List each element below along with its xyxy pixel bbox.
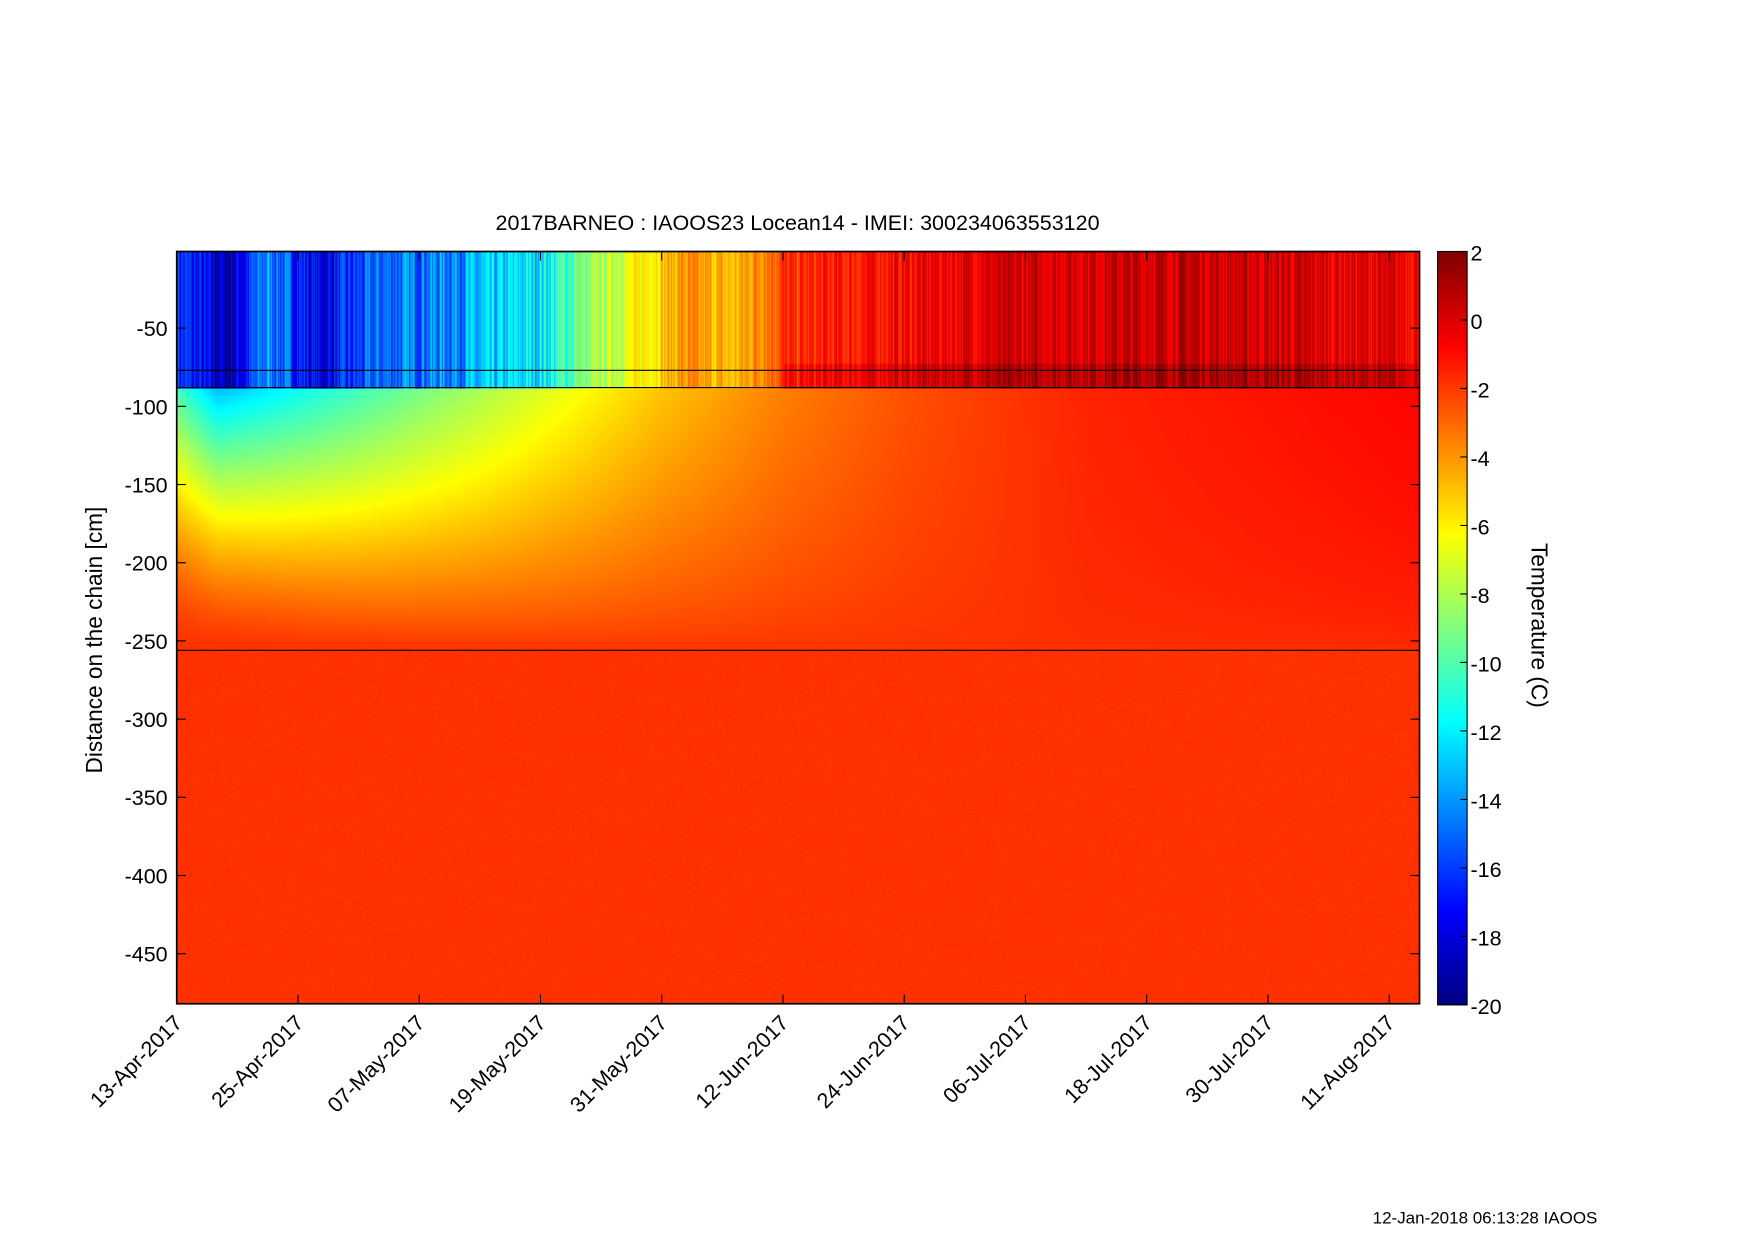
colorbar-tick-label: 2 xyxy=(1471,242,1483,266)
colorbar-tick-label: -20 xyxy=(1471,995,1502,1019)
colorbar-tick-label: -4 xyxy=(1471,447,1490,471)
colorbar-tick-label: -16 xyxy=(1471,858,1502,882)
x-tick-label: 18-Jul-2017 xyxy=(1060,1011,1157,1108)
footer-timestamp: 12-Jan-2018 06:13:28 IAOOS xyxy=(1373,1209,1598,1228)
y-tick-label: -400 xyxy=(125,864,168,888)
temperature-heatmap xyxy=(176,251,1420,1004)
y-tick-label: -300 xyxy=(125,708,168,732)
x-tick-label: 13-Apr-2017 xyxy=(86,1011,188,1113)
y-tick-label: -200 xyxy=(125,552,168,576)
x-tick-label: 31-May-2017 xyxy=(565,1011,672,1118)
colorbar-label: Temperature (C) xyxy=(1527,543,1553,708)
colorbar-tick-label: -12 xyxy=(1471,721,1502,745)
chart-title: 2017BARNEO : IAOOS23 Locean14 - IMEI: 30… xyxy=(496,211,1100,235)
x-tick-label: 07-May-2017 xyxy=(323,1011,430,1118)
y-tick-label: -450 xyxy=(125,943,168,967)
colorbar-frame xyxy=(1437,250,1468,1006)
x-tick-label: 30-Jul-2017 xyxy=(1181,1011,1278,1108)
colorbar-tick-label: -10 xyxy=(1471,653,1502,677)
x-tick-label: 24-Jun-2017 xyxy=(812,1011,914,1113)
colorbar-tick-label: -2 xyxy=(1471,379,1490,403)
x-tick-label: 06-Jul-2017 xyxy=(938,1011,1035,1108)
x-tick-label: 25-Apr-2017 xyxy=(207,1011,309,1113)
y-tick-label: -50 xyxy=(137,317,168,341)
colorbar-tick-label: -8 xyxy=(1471,584,1490,608)
colorbar-tick-label: -18 xyxy=(1471,926,1502,950)
y-tick-label: -100 xyxy=(125,395,168,419)
colorbar-tick-label: -14 xyxy=(1471,789,1502,813)
y-axis-label: Distance on the chain [cm] xyxy=(81,507,107,774)
colorbar-tick-label: 0 xyxy=(1471,310,1483,334)
x-tick-label: 11-Aug-2017 xyxy=(1296,1011,1400,1115)
x-tick-label: 19-May-2017 xyxy=(444,1011,551,1118)
colorbar-tick-label: -6 xyxy=(1471,516,1490,540)
y-tick-label: -350 xyxy=(125,786,168,810)
y-tick-label: -150 xyxy=(125,473,168,497)
y-tick-label: -250 xyxy=(125,630,168,654)
x-tick-label: 12-Jun-2017 xyxy=(691,1011,793,1113)
plot-frame xyxy=(175,250,1421,1005)
colorbar xyxy=(1437,251,1468,1005)
